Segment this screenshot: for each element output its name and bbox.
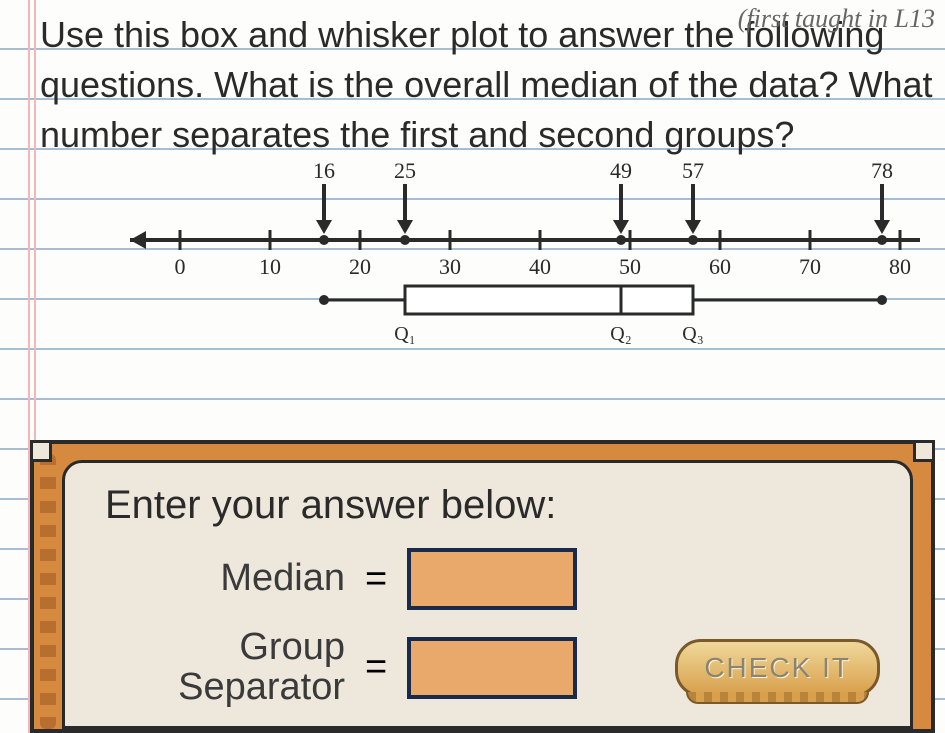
- svg-text:Q₃: Q₃: [682, 323, 703, 345]
- group-separator-input[interactable]: [407, 637, 577, 699]
- answer-panel: Enter your answer below: Median = GroupS…: [62, 460, 913, 729]
- median-input[interactable]: [407, 548, 577, 610]
- svg-text:57: 57: [682, 158, 704, 183]
- equals-sign: =: [365, 558, 387, 601]
- check-it-button[interactable]: CHECK IT: [675, 639, 880, 697]
- boxplot-svg: 0 10 20 30 40 50 60 70 80 16 25 49 57 78 Q₁ Q₂ Q₃: [100, 150, 920, 370]
- svg-text:70: 70: [799, 254, 821, 279]
- svg-text:40: 40: [529, 254, 551, 279]
- label-median: Median: [105, 559, 345, 599]
- svg-text:80: 80: [889, 254, 911, 279]
- label-group-separator: GroupSeparator: [105, 628, 345, 708]
- answer-row-separator: GroupSeparator = CHECK IT: [105, 628, 880, 708]
- equals-sign: =: [365, 646, 387, 689]
- svg-text:16: 16: [313, 158, 335, 183]
- answer-prompt: Enter your answer below:: [105, 483, 880, 528]
- header-note: (first taught in L13: [738, 4, 935, 34]
- corner-decoration: [30, 440, 52, 462]
- svg-text:30: 30: [439, 254, 461, 279]
- svg-text:25: 25: [394, 158, 416, 183]
- svg-text:10: 10: [259, 254, 281, 279]
- svg-text:60: 60: [709, 254, 731, 279]
- boxplot-region: 0 10 20 30 40 50 60 70 80 16 25 49 57 78 Q₁ Q₂ Q₃: [100, 150, 945, 370]
- answer-row-median: Median =: [105, 548, 880, 610]
- svg-text:49: 49: [610, 158, 632, 183]
- corner-decoration: [913, 440, 935, 462]
- worksheet-page: (first taught in L13 Use this box and wh…: [0, 0, 945, 733]
- svg-text:Q₁: Q₁: [394, 323, 415, 345]
- svg-text:Q₂: Q₂: [610, 323, 631, 345]
- svg-text:20: 20: [349, 254, 371, 279]
- answer-panel-frame: Enter your answer below: Median = GroupS…: [30, 440, 935, 733]
- svg-text:50: 50: [619, 254, 641, 279]
- svg-text:0: 0: [175, 254, 186, 279]
- svg-text:78: 78: [871, 158, 893, 183]
